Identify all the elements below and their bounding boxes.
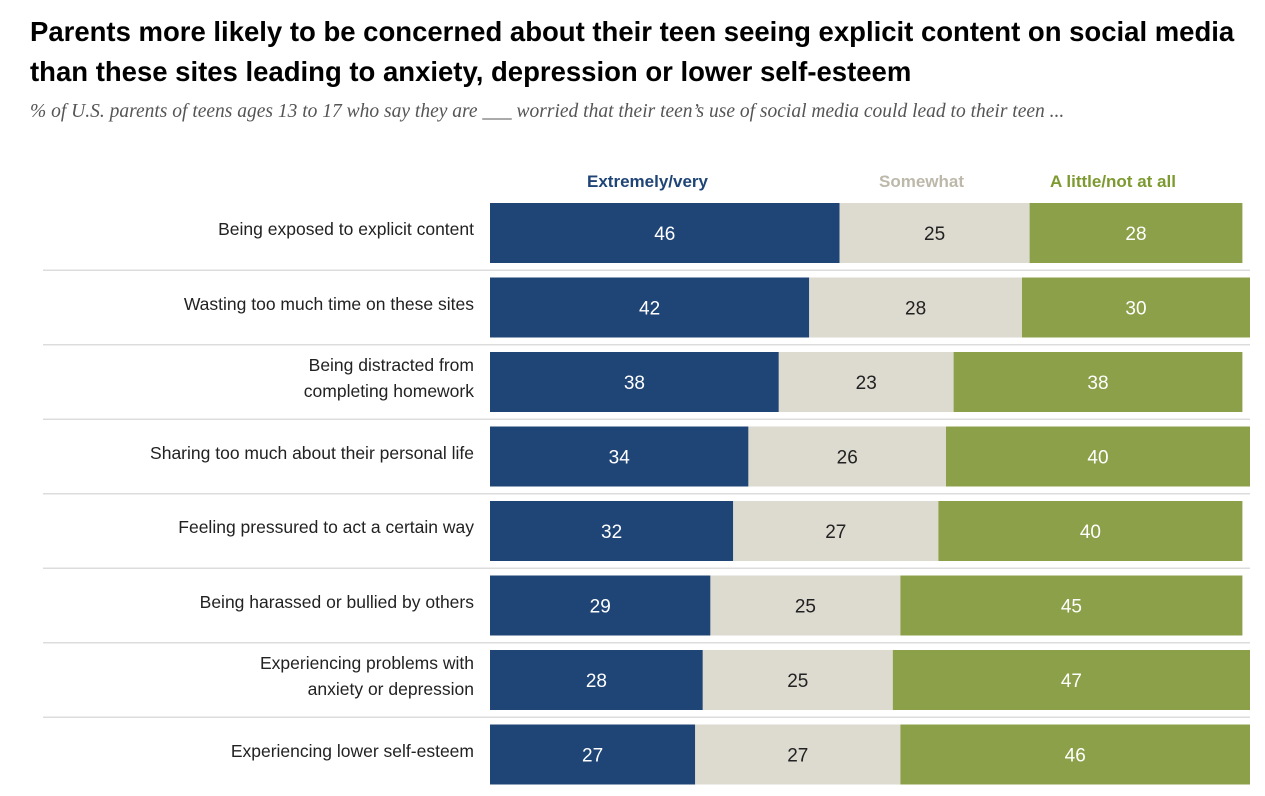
bar-somewhat-being-distracted-from-completing-homework [778,352,954,412]
value-label-somewhat-being-harassed-or-bullied-by-others: 25 [795,597,816,618]
bar-a-little-not-at-all-wasting-too-much-time-on-these-sites [1022,277,1250,338]
bar-extremely-very-being-distracted-from-completing-homework [490,352,779,412]
bar-somewhat-being-harassed-or-bullied-by-others [710,575,901,636]
value-label-extremely-very-wasting-too-much-time-on-these-sites: 42 [639,299,660,320]
bar-a-little-not-at-all-being-exposed-to-explicit-content [1029,203,1243,263]
value-label-a-little-not-at-all-experiencing-problems-with-anxiety-or-depression: 47 [1061,671,1082,692]
bar-a-little-not-at-all-feeling-pressured-to-act-a-certain-way [938,501,1243,561]
bar-somewhat-being-exposed-to-explicit-content [839,203,1030,263]
value-label-a-little-not-at-all-experiencing-lower-self-esteem: 46 [1065,746,1086,767]
bar-somewhat-wasting-too-much-time-on-these-sites [809,277,1022,338]
bar-extremely-very-experiencing-problems-with-anxiety-or-depression [490,650,703,710]
category-label-experiencing-lower-self-esteem: Experiencing lower self-esteem [230,740,474,761]
value-label-somewhat-wasting-too-much-time-on-these-sites: 28 [905,299,926,320]
category-label-wasting-too-much-time-on-these-sites: Wasting too much time on these sites [183,293,474,314]
value-label-extremely-very-being-distracted-from-completing-homework: 38 [624,373,645,394]
chart-title: Parents more likely to be concerned abou… [30,16,1235,87]
category-label-feeling-pressured-to-act-a-certain-way: Feeling pressured to act a certain way [178,517,474,537]
value-label-extremely-very-sharing-too-much-about-their-personal-life: 34 [609,448,631,469]
bar-extremely-very-being-harassed-or-bullied-by-others [490,575,711,636]
legend-a-little-not-at-all: A little/not at all [1050,172,1176,191]
value-label-a-little-not-at-all-wasting-too-much-time-on-these-sites: 30 [1125,299,1146,320]
category-label-being-harassed-or-bullied-by-others: Being harassed or bullied by others [199,591,474,612]
category-label-being-exposed-to-explicit-content: Being exposed to explicit content [218,219,474,239]
bar-somewhat-experiencing-lower-self-esteem [695,724,901,785]
value-label-somewhat-experiencing-lower-self-esteem: 27 [787,746,808,767]
bar-extremely-very-being-exposed-to-explicit-content [490,203,840,263]
bar-somewhat-sharing-too-much-about-their-personal-life [748,426,946,487]
value-label-somewhat-feeling-pressured-to-act-a-certain-way: 27 [825,522,846,543]
value-label-a-little-not-at-all-being-distracted-from-completing-homework: 38 [1087,373,1108,394]
value-label-extremely-very-experiencing-problems-with-anxiety-or-depression: 28 [586,671,607,692]
value-label-a-little-not-at-all-being-harassed-or-bullied-by-others: 45 [1061,597,1082,618]
value-label-a-little-not-at-all-being-exposed-to-explicit-content: 28 [1125,224,1146,245]
value-label-somewhat-being-distracted-from-completing-homework: 23 [856,373,877,394]
value-label-extremely-very-being-exposed-to-explicit-content: 46 [654,224,675,245]
value-label-extremely-very-being-harassed-or-bullied-by-others: 29 [590,597,611,618]
bar-a-little-not-at-all-sharing-too-much-about-their-personal-life [946,426,1250,487]
category-label-experiencing-problems-with-anxiety-or-depression: Experiencing problems with anxiety or dep… [260,653,474,699]
bar-a-little-not-at-all-being-harassed-or-bullied-by-others [900,575,1243,636]
bar-somewhat-feeling-pressured-to-act-a-certain-way [733,501,939,561]
bar-extremely-very-experiencing-lower-self-esteem [490,724,696,785]
value-label-a-little-not-at-all-sharing-too-much-about-their-personal-life: 40 [1087,448,1108,469]
bar-a-little-not-at-all-experiencing-lower-self-esteem [900,724,1250,785]
bar-a-little-not-at-all-being-distracted-from-completing-homework [953,352,1243,412]
value-label-a-little-not-at-all-feeling-pressured-to-act-a-certain-way: 40 [1080,522,1101,543]
bar-extremely-very-wasting-too-much-time-on-these-sites [490,277,810,338]
bar-a-little-not-at-all-experiencing-problems-with-anxiety-or-depression [892,650,1250,710]
bar-extremely-very-sharing-too-much-about-their-personal-life [490,426,749,487]
bar-somewhat-experiencing-problems-with-anxiety-or-depression [702,650,893,710]
value-label-somewhat-experiencing-problems-with-anxiety-or-depression: 25 [787,671,808,692]
category-label-being-distracted-from-completing-homework: Being distracted from completing homework [303,355,474,401]
category-label-sharing-too-much-about-their-personal-life: Sharing too much about their personal li… [150,442,474,463]
legend-extremely-very: Extremely/very [587,172,708,191]
legend-somewhat: Somewhat [879,172,965,191]
value-label-extremely-very-experiencing-lower-self-esteem: 27 [582,746,603,767]
chart-subtitle: % of U.S. parents of teens ages 13 to 17… [30,101,1065,122]
value-label-extremely-very-feeling-pressured-to-act-a-certain-way: 32 [601,522,622,543]
value-label-somewhat-being-exposed-to-explicit-content: 25 [924,224,945,245]
bar-extremely-very-feeling-pressured-to-act-a-certain-way [490,501,734,561]
value-label-somewhat-sharing-too-much-about-their-personal-life: 26 [837,448,858,469]
